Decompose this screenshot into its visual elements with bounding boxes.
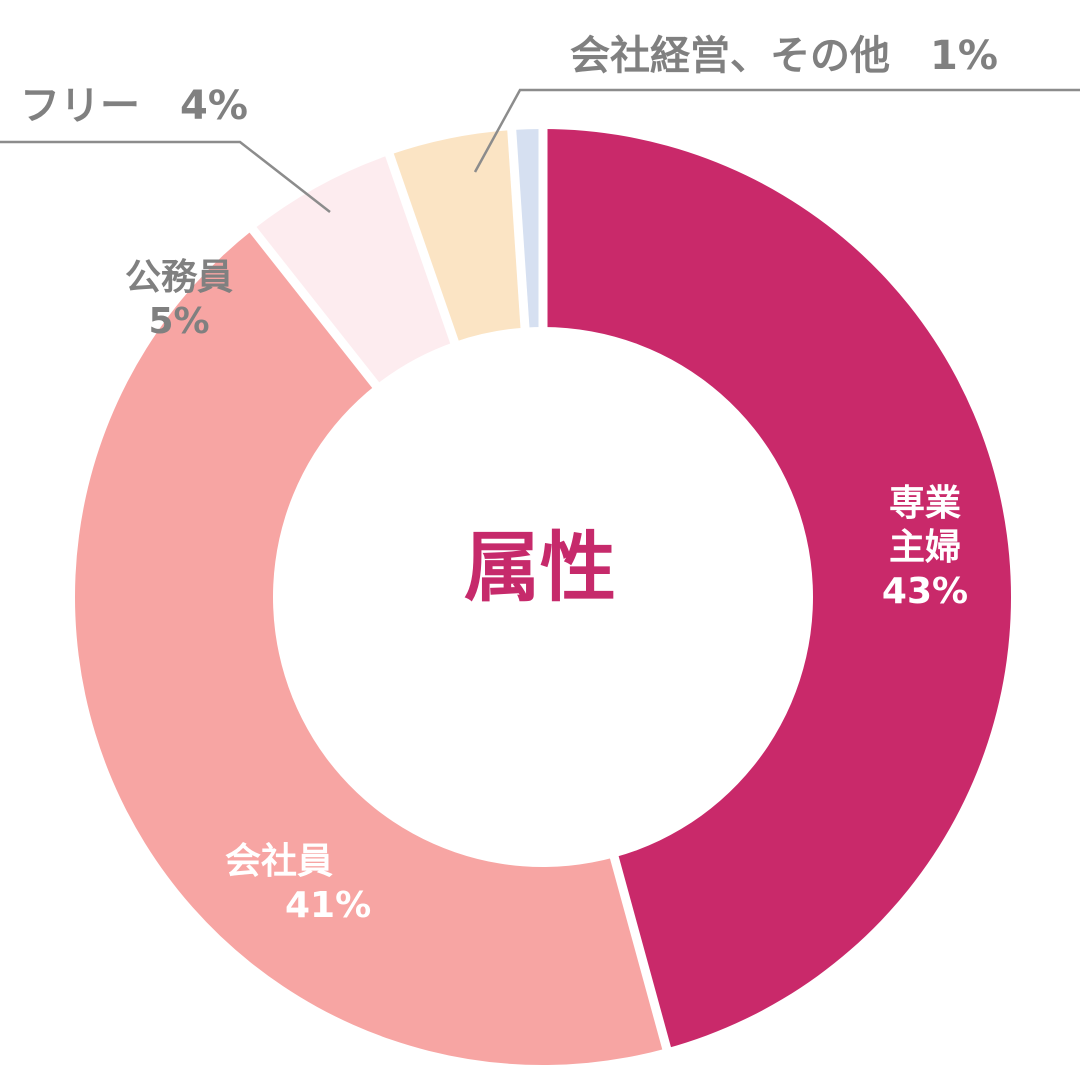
donut-slice-3 [389,130,525,342]
slice-separator-4 [506,125,530,332]
leader-line-management [473,88,1080,173]
donut-slice-2 [252,154,455,386]
donut-slice-4 [511,129,543,328]
leader-line-freelance [0,140,331,213]
slice-label-housewife-line2: 主婦 [888,526,961,568]
slice-label-employee: 会社員 41% [225,840,405,928]
slice-separator-1 [608,852,673,1054]
slice-label-management: 会社経営、その他 1% [570,33,998,79]
donut-slices [74,125,1012,1066]
slice-label-employee-name: 会社員 [225,841,334,882]
slice-value-civil-servant: 5% [148,300,210,342]
slice-separator-2 [246,223,382,392]
slice-value-employee: 41% [285,884,372,926]
slice-label-freelance: フリー 4% [20,83,248,129]
donut-slice-1 [74,229,667,1066]
slice-value-housewife: 43% [881,570,969,612]
slice-label-housewife: 専業 主婦 43% [870,482,980,614]
donut-slice-0 [543,129,1012,1049]
slice-label-housewife-line1: 専業 [888,483,961,524]
slice-label-civil-servant: 公務員 5% [112,256,246,344]
slice-label-civil-servant-name: 公務員 [124,257,233,298]
slice-separator-3 [383,149,460,348]
center-title: 属性 [464,523,616,612]
